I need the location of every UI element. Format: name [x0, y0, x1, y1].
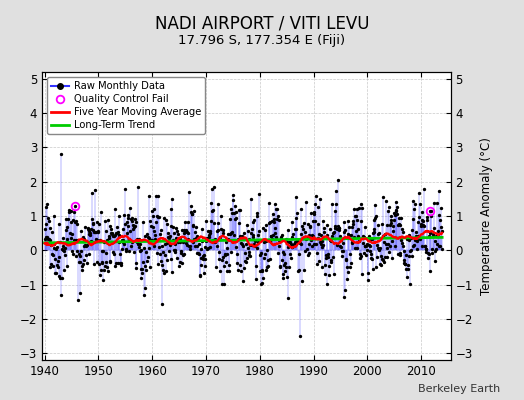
- Text: NADI AIRPORT / VITI LEVU: NADI AIRPORT / VITI LEVU: [155, 14, 369, 32]
- Y-axis label: Temperature Anomaly (°C): Temperature Anomaly (°C): [480, 137, 493, 295]
- Text: Berkeley Earth: Berkeley Earth: [418, 384, 500, 394]
- Legend: Raw Monthly Data, Quality Control Fail, Five Year Moving Average, Long-Term Tren: Raw Monthly Data, Quality Control Fail, …: [47, 77, 205, 134]
- Text: 17.796 S, 177.354 E (Fiji): 17.796 S, 177.354 E (Fiji): [179, 34, 345, 47]
